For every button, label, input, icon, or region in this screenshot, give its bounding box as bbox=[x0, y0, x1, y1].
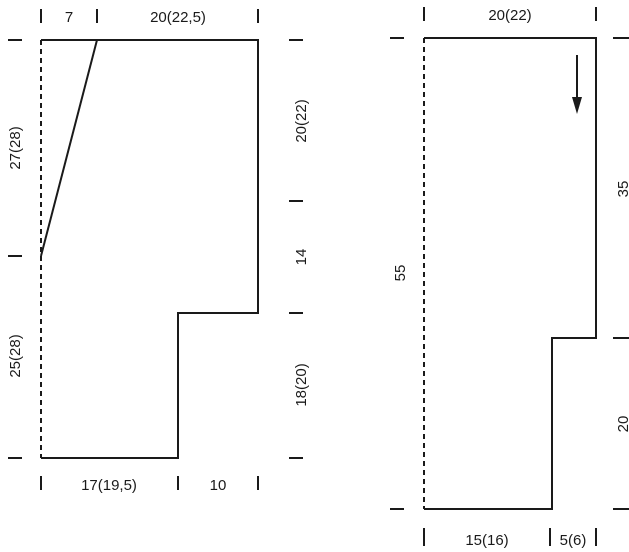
left-piece-slope-line bbox=[40, 39, 98, 257]
left-side-upper-label: 27(28) bbox=[7, 126, 24, 169]
left-right-upper-label: 20(22) bbox=[293, 99, 310, 142]
left-side-lower-label: 25(28) bbox=[7, 334, 24, 377]
left-bottom-right-label: 10 bbox=[210, 477, 227, 494]
down-arrow-icon bbox=[572, 55, 582, 114]
right-piece: 20(22) 55 35 20 15(16) 5(6) bbox=[390, 7, 629, 549]
left-top-right-label: 20(22,5) bbox=[150, 9, 206, 26]
left-side-ticks bbox=[8, 39, 22, 459]
right-bottom-ticks bbox=[423, 528, 597, 546]
right-left-ticks bbox=[390, 37, 404, 510]
left-top-left-label: 7 bbox=[65, 9, 73, 26]
left-right-middle-label: 14 bbox=[293, 249, 310, 266]
left-right-ticks bbox=[289, 39, 303, 459]
right-top-ticks bbox=[423, 7, 597, 21]
right-right-lower-label: 20 bbox=[615, 416, 629, 433]
right-left-label: 55 bbox=[392, 265, 409, 282]
right-right-ticks bbox=[613, 37, 629, 510]
right-piece-outline bbox=[424, 37, 597, 510]
left-bottom-left-label: 17(19,5) bbox=[81, 477, 137, 494]
left-piece-outline bbox=[41, 39, 259, 459]
right-top-label: 20(22) bbox=[488, 7, 531, 24]
right-right-upper-label: 35 bbox=[615, 181, 629, 198]
left-bottom-ticks bbox=[40, 476, 259, 490]
right-bottom-left-label: 15(16) bbox=[465, 532, 508, 549]
left-right-lower-label: 18(20) bbox=[293, 363, 310, 406]
left-top-ticks bbox=[40, 9, 259, 23]
left-piece: 7 20(22,5) 27(28) 25(28) 20(22) 14 18(20… bbox=[7, 9, 310, 494]
right-bottom-right-label: 5(6) bbox=[560, 532, 587, 549]
